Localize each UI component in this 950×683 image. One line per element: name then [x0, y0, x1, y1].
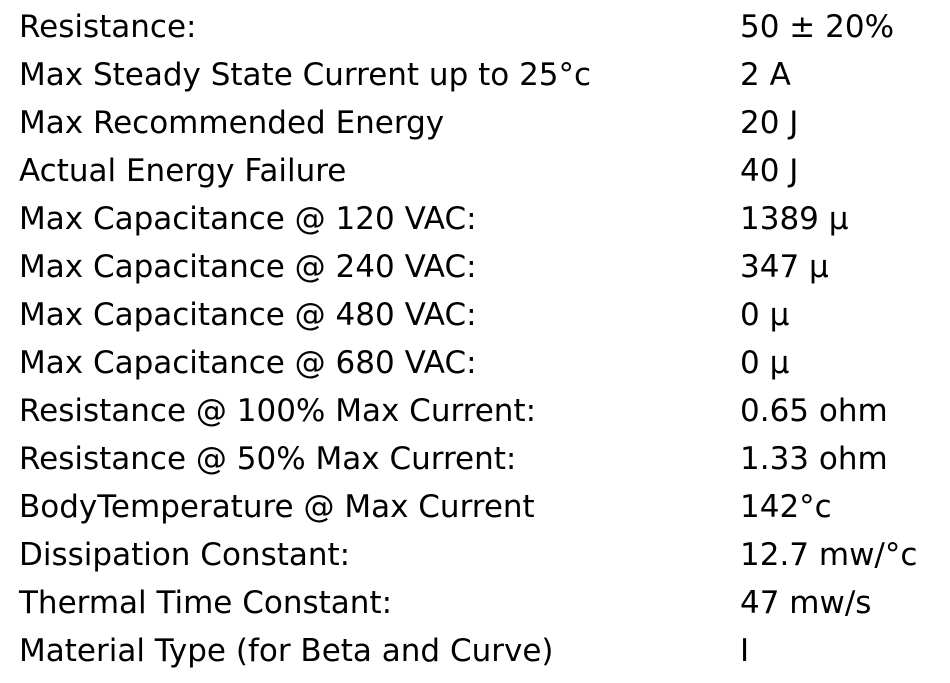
- spec-label: Resistance @ 50% Max Current:: [19, 441, 517, 477]
- spec-value: 0.65 ohm: [740, 393, 888, 429]
- spec-row-resistance-100-max-current: Resistance @ 100% Max Current: 0.65 ohm: [0, 387, 950, 435]
- spec-label: Thermal Time Constant:: [19, 585, 393, 621]
- spec-value: 50 ± 20%: [740, 9, 895, 45]
- spec-value: 12.7 mw/°c: [740, 537, 918, 573]
- spec-label: Max Capacitance @ 680 VAC:: [19, 345, 477, 381]
- spec-row-thermal-time-constant: Thermal Time Constant: 47 mw/s: [0, 579, 950, 627]
- spec-row-max-capacitance-680: Max Capacitance @ 680 VAC: 0 µ: [0, 339, 950, 387]
- spec-value: 0 µ: [740, 297, 790, 333]
- spec-value: 0 µ: [740, 345, 790, 381]
- spec-label: Actual Energy Failure: [19, 153, 347, 189]
- spec-row-resistance-50-max-current: Resistance @ 50% Max Current: 1.33 ohm: [0, 435, 950, 483]
- spec-value: 47 mw/s: [740, 585, 872, 621]
- spec-row-actual-energy-failure: Actual Energy Failure 40 J: [0, 147, 950, 195]
- spec-value: 40 J: [740, 153, 799, 189]
- spec-label: Max Capacitance @ 480 VAC:: [19, 297, 477, 333]
- spec-value: 2 A: [740, 57, 791, 93]
- spec-row-body-temperature: BodyTemperature @ Max Current 142°c: [0, 483, 950, 531]
- spec-row-resistance: Resistance: 50 ± 20%: [0, 3, 950, 51]
- spec-value: 20 J: [740, 105, 799, 141]
- spec-row-max-capacitance-240: Max Capacitance @ 240 VAC: 347 µ: [0, 243, 950, 291]
- spec-row-max-capacitance-480: Max Capacitance @ 480 VAC: 0 µ: [0, 291, 950, 339]
- spec-row-max-capacitance-120: Max Capacitance @ 120 VAC: 1389 µ: [0, 195, 950, 243]
- spec-label: Resistance @ 100% Max Current:: [19, 393, 537, 429]
- spec-label: BodyTemperature @ Max Current: [19, 489, 535, 525]
- spec-row-material-type: Material Type (for Beta and Curve) I: [0, 627, 950, 675]
- spec-value: 1.33 ohm: [740, 441, 888, 477]
- spec-row-dissipation-constant: Dissipation Constant: 12.7 mw/°c: [0, 531, 950, 579]
- spec-row-max-steady-state-current: Max Steady State Current up to 25°c 2 A: [0, 51, 950, 99]
- spec-label: Material Type (for Beta and Curve): [19, 633, 554, 669]
- spec-value: 1389 µ: [740, 201, 849, 237]
- spec-label: Dissipation Constant:: [19, 537, 351, 573]
- spec-label: Max Recommended Energy: [19, 105, 445, 141]
- spec-value: 347 µ: [740, 249, 829, 285]
- spec-value: I: [740, 633, 750, 669]
- spec-row-max-recommended-energy: Max Recommended Energy 20 J: [0, 99, 950, 147]
- spec-label: Resistance:: [19, 9, 197, 45]
- spec-label: Max Steady State Current up to 25°c: [19, 57, 592, 93]
- spec-value: 142°c: [740, 489, 832, 525]
- spec-label: Max Capacitance @ 120 VAC:: [19, 201, 477, 237]
- spec-label: Max Capacitance @ 240 VAC:: [19, 249, 477, 285]
